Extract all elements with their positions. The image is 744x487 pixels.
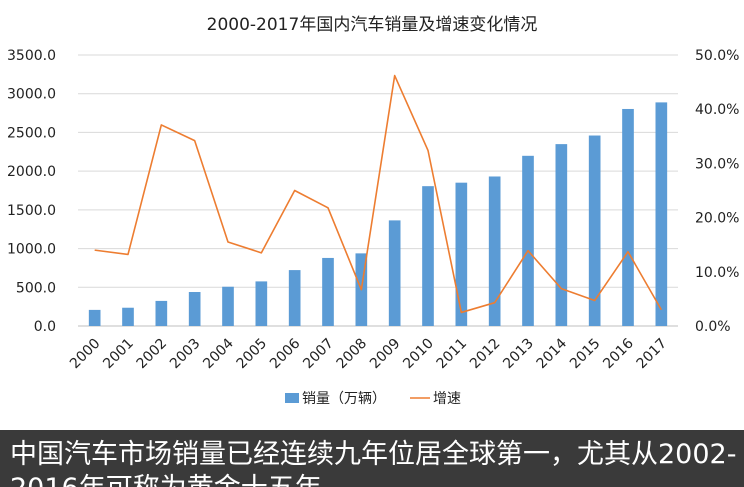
left-axis-tick-label: 1500.0 bbox=[7, 203, 56, 219]
x-axis-tick-label: 2015 bbox=[567, 336, 604, 373]
left-axis-tick-label: 3500.0 bbox=[7, 48, 56, 64]
right-axis-tick-label: 0.0% bbox=[695, 319, 731, 335]
x-axis-tick-label: 2017 bbox=[634, 336, 671, 373]
caption-banner: 中国汽车市场销量已经连续九年位居全球第一，尤其从2002-2016年可称为黄金十… bbox=[0, 430, 744, 487]
x-axis-tick-label: 2008 bbox=[334, 336, 371, 373]
right-axis-tick-label: 20.0% bbox=[695, 211, 739, 227]
bar bbox=[388, 220, 401, 326]
x-axis-tick-label: 2011 bbox=[434, 336, 471, 373]
x-axis-tick-label: 2002 bbox=[134, 336, 171, 373]
x-axis-tick-label: 2005 bbox=[234, 336, 271, 373]
x-axis-tick-label: 2014 bbox=[534, 335, 571, 372]
x-axis-tick-label: 2000 bbox=[67, 336, 104, 373]
right-axis-tick-label: 30.0% bbox=[695, 156, 739, 172]
right-axis: 0.0% 10.0% 20.0% 30.0% 40.0% 50.0% bbox=[695, 48, 739, 335]
bar bbox=[88, 309, 101, 326]
caption-text: 中国汽车市场销量已经连续九年位居全球第一，尤其从2002-2016年可称为黄金十… bbox=[10, 439, 737, 487]
bar bbox=[255, 281, 268, 326]
legend-bar-label: 销量（万辆） bbox=[302, 391, 386, 407]
x-axis-tick-label: 2010 bbox=[400, 336, 437, 373]
x-axis-tick-label: 2009 bbox=[367, 336, 404, 373]
line-series bbox=[94, 74, 663, 314]
x-axis-tick-label: 2001 bbox=[100, 336, 137, 373]
bar-series bbox=[88, 102, 668, 326]
x-axis-tick-label: 2013 bbox=[500, 336, 537, 373]
left-axis-tick-label: 0.0 bbox=[34, 319, 56, 335]
growth-line bbox=[94, 74, 663, 314]
bar bbox=[455, 182, 468, 326]
bar bbox=[288, 270, 301, 326]
x-axis-tick-label: 2003 bbox=[167, 336, 204, 373]
right-axis-tick-label: 50.0% bbox=[695, 48, 739, 64]
x-axis-tick-label: 2006 bbox=[267, 335, 304, 372]
bar bbox=[522, 155, 534, 326]
chart: 2000-2017年国内汽车销量及增速变化情况 0.0 500.0 1000.0 15… bbox=[7, 15, 739, 407]
bar bbox=[622, 108, 634, 326]
x-axis-tick-label: 2007 bbox=[300, 336, 337, 373]
bar bbox=[588, 135, 601, 326]
gridlines bbox=[78, 54, 678, 327]
x-axis-tick-label: 2012 bbox=[467, 336, 504, 373]
legend-bar-swatch bbox=[285, 393, 299, 403]
x-axis-tick-label: 2016 bbox=[600, 335, 637, 372]
bar bbox=[422, 186, 434, 326]
bar bbox=[322, 257, 334, 326]
chart-canvas: 2000-2017年国内汽车销量及增速变化情况 0.0 500.0 1000.0 15… bbox=[7, 15, 739, 407]
bar bbox=[122, 307, 134, 326]
left-axis-tick-label: 1000.0 bbox=[7, 242, 56, 258]
right-axis-tick-label: 40.0% bbox=[695, 102, 739, 118]
bar bbox=[655, 102, 668, 326]
left-axis-tick-label: 500.0 bbox=[16, 280, 56, 296]
bar bbox=[155, 300, 168, 326]
x-axis-tick-label: 2004 bbox=[200, 335, 237, 372]
left-axis-tick-label: 2500.0 bbox=[7, 125, 56, 141]
left-axis: 0.0 500.0 1000.0 1500.0 2000.0 2500.0 3000.0 35… bbox=[7, 48, 56, 335]
bar bbox=[488, 176, 501, 326]
left-axis-tick-label: 2000.0 bbox=[7, 164, 56, 180]
left-axis-tick-label: 3000.0 bbox=[7, 87, 56, 103]
right-axis-tick-label: 10.0% bbox=[695, 265, 739, 281]
bar bbox=[555, 144, 568, 326]
bar bbox=[222, 286, 234, 326]
bar bbox=[188, 292, 201, 326]
x-axis: 2000200120022003200420052006200720082009… bbox=[67, 335, 670, 372]
legend-line-label: 增速 bbox=[433, 391, 461, 407]
legend: 销量（万辆） 增速 bbox=[285, 391, 461, 407]
chart-title: 2000-2017年国内汽车销量及增速变化情况 bbox=[207, 15, 538, 35]
